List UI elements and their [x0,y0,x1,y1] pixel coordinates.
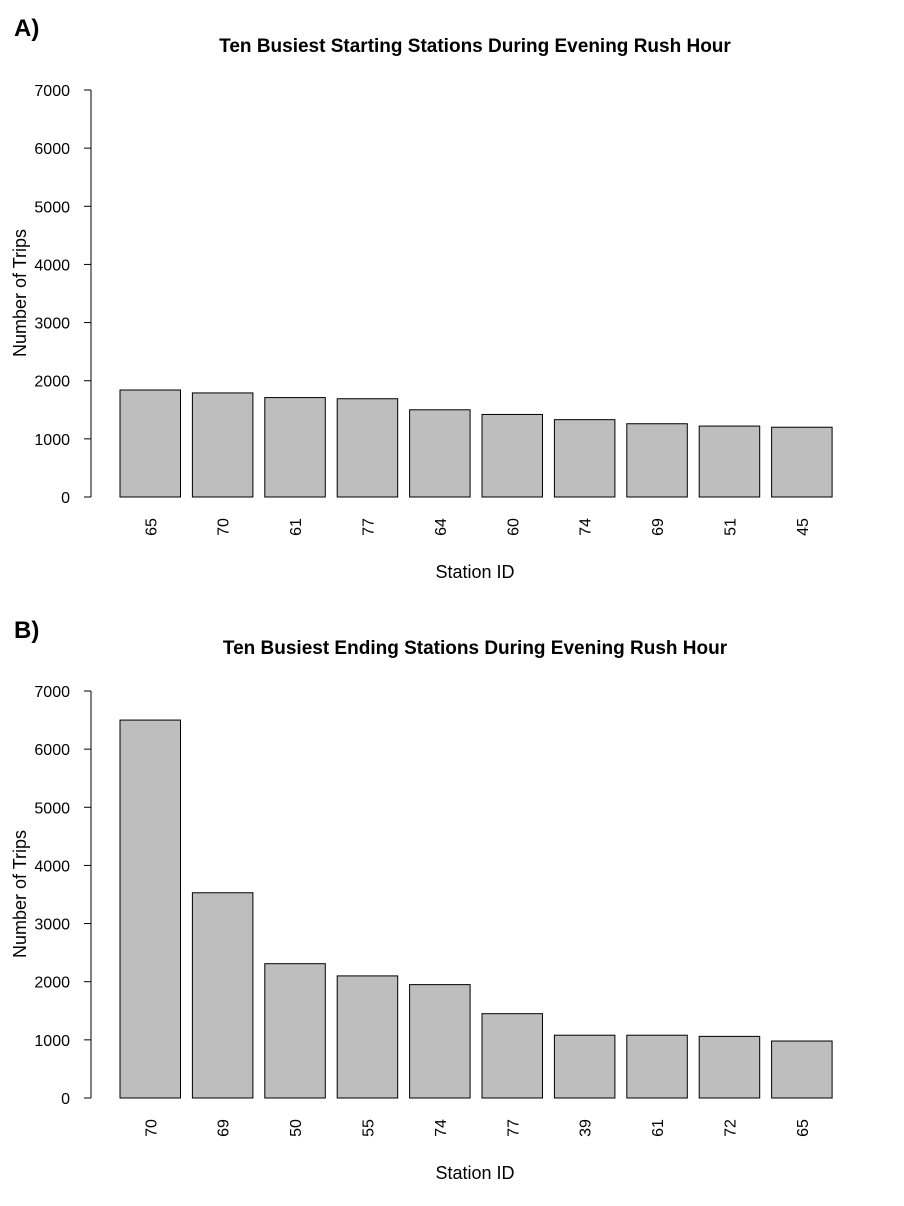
y-tick-label-b: 0 [61,1091,70,1108]
bar-a-69 [626,423,688,498]
y-tick-label-b: 3000 [34,917,70,934]
x-tick-label-b: 69 [216,1119,233,1137]
bar-a-74 [553,419,616,498]
y-tick-label-a: 6000 [34,141,70,158]
bar-b-61 [626,1034,688,1099]
bar-b-70 [119,719,181,1099]
x-axis-label-a: Station ID [435,562,514,582]
bar-a-70 [191,392,254,498]
bar-a-77 [336,398,399,498]
x-tick-label-a: 70 [216,518,233,536]
x-tick-label-a: 61 [288,518,305,536]
y-tick-label-a: 2000 [34,374,70,391]
x-tick-label-b: 61 [650,1119,667,1137]
x-tick-label-a: 60 [505,518,522,536]
y-tick-label-a: 3000 [34,316,70,333]
y-tick-label-b: 1000 [34,1033,70,1050]
x-tick-label-b: 77 [505,1119,522,1137]
y-tick-label-b: 2000 [34,975,70,992]
y-tick-label-b: 6000 [34,742,70,759]
bar-b-72 [698,1035,761,1099]
chart-panel-a: A) Ten Busiest Starting Stations During … [10,15,833,582]
panel-letter-b: B) [14,617,39,644]
x-tick-label-a: 74 [578,518,595,536]
x-tick-label-a: 77 [360,518,377,536]
bar-b-55 [336,975,399,1099]
bar-b-69 [191,892,254,1099]
x-tick-label-b: 39 [578,1119,595,1137]
y-tick-label-a: 1000 [34,432,70,449]
y-tick-label-a: 0 [61,490,70,507]
y-tick-label-b: 7000 [34,684,70,701]
bar-a-60 [481,413,543,498]
x-tick-label-b: 72 [722,1119,739,1137]
x-tick-label-a: 64 [433,518,450,536]
bar-b-65 [771,1040,833,1099]
x-tick-label-a: 69 [650,518,667,536]
bars-b: 0 1000 2000 3000 4000 5000 6000 7000 70 69 50 55 74 7… [34,684,833,1137]
bar-a-51 [698,425,761,498]
x-tick-label-a: 65 [143,518,160,536]
bar-a-64 [409,409,471,498]
panel-letter-a: A) [14,15,39,42]
x-tick-label-b: 74 [433,1119,450,1137]
y-tick-label-a: 5000 [34,199,70,216]
y-axis-label-a: Number of Trips [10,229,30,357]
chart-title-b: Ten Busiest Ending Stations During Eveni… [223,638,728,659]
chart-title-a: Ten Busiest Starting Stations During Eve… [219,36,731,57]
y-axis-label-b: Number of Trips [10,830,30,958]
bar-b-77 [481,1013,543,1099]
bar-a-61 [264,397,326,498]
x-tick-label-b: 55 [360,1119,377,1137]
bar-b-74 [409,984,471,1099]
y-tick-label-b: 4000 [34,858,70,875]
x-axis-label-b: Station ID [435,1163,514,1183]
y-tick-label-b: 5000 [34,800,70,817]
x-tick-label-b: 70 [143,1119,160,1137]
x-tick-label-b: 50 [288,1119,305,1137]
bar-b-50 [264,963,326,1099]
bar-b-39 [553,1034,616,1099]
bar-a-65 [119,389,181,498]
y-tick-label-a: 4000 [34,257,70,274]
bars-a: 0 1000 2000 3000 4000 5000 6000 7000 65 70 61 77 64 6… [34,83,833,536]
y-tick-label-a: 7000 [34,83,70,100]
bar-a-45 [771,426,833,498]
chart-panel-b: B) Ten Busiest Ending Stations During Ev… [10,617,833,1183]
x-tick-label-a: 51 [722,518,739,536]
x-tick-label-a: 45 [795,518,812,536]
x-tick-label-b: 65 [795,1119,812,1137]
